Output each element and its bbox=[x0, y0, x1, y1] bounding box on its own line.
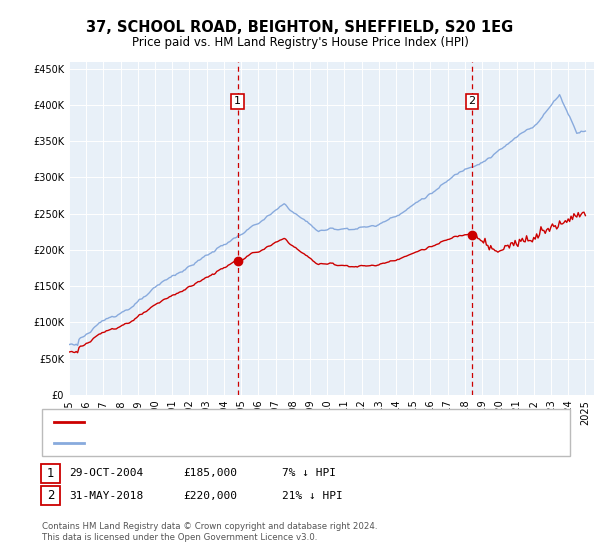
Text: £185,000: £185,000 bbox=[183, 468, 237, 478]
Text: 2: 2 bbox=[469, 96, 476, 106]
Text: 1: 1 bbox=[47, 466, 54, 480]
Text: 7% ↓ HPI: 7% ↓ HPI bbox=[282, 468, 336, 478]
Text: £220,000: £220,000 bbox=[183, 491, 237, 501]
Text: 31-MAY-2018: 31-MAY-2018 bbox=[69, 491, 143, 501]
Text: 21% ↓ HPI: 21% ↓ HPI bbox=[282, 491, 343, 501]
Text: 37, SCHOOL ROAD, BEIGHTON, SHEFFIELD, S20 1EG: 37, SCHOOL ROAD, BEIGHTON, SHEFFIELD, S2… bbox=[86, 20, 514, 35]
Text: HPI: Average price, detached house, Sheffield: HPI: Average price, detached house, Shef… bbox=[90, 438, 329, 448]
Text: 2: 2 bbox=[47, 489, 54, 502]
Text: 1: 1 bbox=[234, 96, 241, 106]
Text: 29-OCT-2004: 29-OCT-2004 bbox=[69, 468, 143, 478]
Text: Price paid vs. HM Land Registry's House Price Index (HPI): Price paid vs. HM Land Registry's House … bbox=[131, 36, 469, 49]
Text: Contains HM Land Registry data © Crown copyright and database right 2024.
This d: Contains HM Land Registry data © Crown c… bbox=[42, 522, 377, 542]
Text: 37, SCHOOL ROAD, BEIGHTON, SHEFFIELD, S20 1EG (detached house): 37, SCHOOL ROAD, BEIGHTON, SHEFFIELD, S2… bbox=[90, 417, 457, 427]
